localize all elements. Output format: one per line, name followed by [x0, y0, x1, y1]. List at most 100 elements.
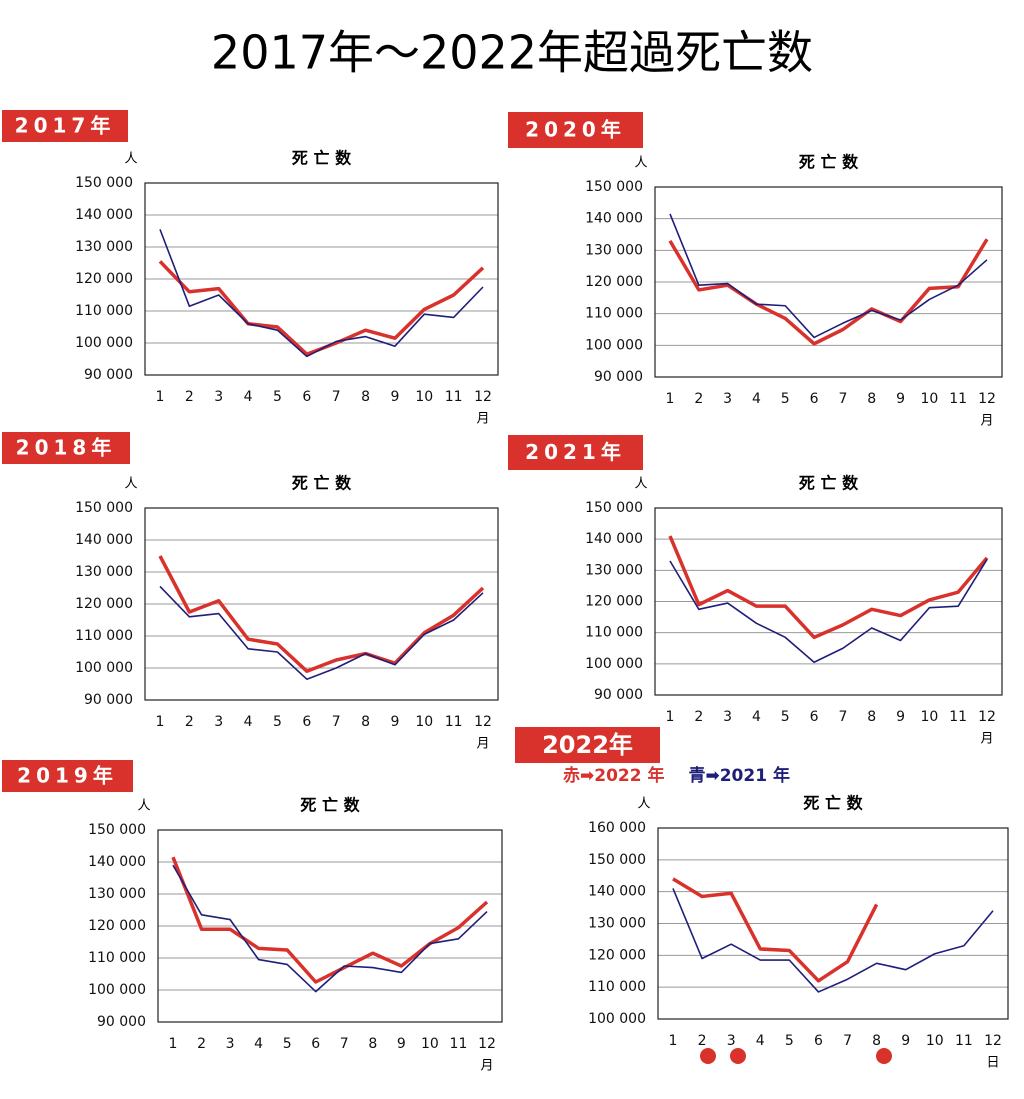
y-tick-label: 90 000 — [594, 687, 643, 703]
y-tick-label: 110 000 — [585, 306, 643, 322]
series-line — [172, 864, 488, 993]
x-tick-label: 6 — [302, 714, 311, 730]
x-tick-label: 8 — [867, 709, 876, 725]
x-tick-label: 9 — [397, 1036, 406, 1052]
x-tick-label: 11 — [445, 389, 463, 405]
plot-frame — [144, 182, 499, 376]
x-tick-label: 7 — [332, 389, 341, 405]
x-tick-label: 3 — [214, 714, 223, 730]
panel-label: 2022年 — [542, 731, 633, 759]
legend-entry: 赤➡2022 年 — [563, 765, 664, 786]
x-tick-label: 12 — [478, 1036, 496, 1052]
y-unit: 人 — [137, 799, 150, 814]
x-tick-label: 10 — [415, 389, 433, 405]
series-line — [159, 229, 484, 358]
x-unit: 月 — [480, 1059, 493, 1074]
x-tick-label: 7 — [838, 709, 847, 725]
y-tick-label: 120 000 — [585, 274, 643, 290]
x-tick-label: 12 — [984, 1033, 1002, 1049]
x-unit: 月 — [476, 737, 489, 752]
x-tick-label: 8 — [867, 391, 876, 407]
x-tick-label: 6 — [311, 1036, 320, 1052]
x-tick-label: 11 — [450, 1036, 468, 1052]
series-line — [669, 559, 988, 664]
y-tick-label: 100 000 — [585, 337, 643, 353]
x-tick-label: 1 — [666, 709, 675, 725]
series-line — [158, 260, 485, 356]
series-line — [672, 877, 879, 983]
x-tick-label: 4 — [752, 391, 761, 407]
y-tick-label: 90 000 — [97, 1014, 146, 1030]
x-tick-label: 10 — [920, 709, 938, 725]
y-tick-label: 140 000 — [585, 211, 643, 227]
x-tick-label: 5 — [781, 709, 790, 725]
x-tick-label: 2 — [197, 1036, 206, 1052]
y-tick-label: 100 000 — [585, 656, 643, 672]
plot-frame — [654, 186, 1003, 378]
x-tick-label: 2 — [698, 1033, 707, 1049]
x-tick-label: 5 — [273, 714, 282, 730]
panel-badge — [508, 112, 643, 148]
x-tick-label: 2 — [185, 389, 194, 405]
y-tick-label: 110 000 — [585, 625, 643, 641]
x-tick-label: 1 — [156, 389, 165, 405]
x-tick-label: 10 — [920, 391, 938, 407]
x-tick-label: 1 — [669, 1033, 678, 1049]
x-tick-label: 5 — [273, 389, 282, 405]
highlight-dot — [700, 1048, 716, 1064]
plot-frame — [657, 827, 1009, 1020]
x-tick-label: 12 — [978, 391, 996, 407]
x-tick-label: 11 — [949, 391, 967, 407]
y-unit: 人 — [634, 477, 647, 492]
y-tick-label: 130 000 — [585, 562, 643, 578]
series-line — [672, 888, 994, 993]
panel-label: 2017年 — [15, 114, 116, 138]
highlight-dot — [730, 1048, 746, 1064]
y-tick-label: 110 000 — [75, 303, 133, 319]
x-unit: 月 — [980, 732, 993, 747]
plot-frame — [157, 829, 503, 1023]
x-tick-label: 6 — [814, 1033, 823, 1049]
x-tick-label: 10 — [926, 1033, 944, 1049]
y-tick-label: 160 000 — [588, 820, 646, 836]
page-title: 2017年～2022年超過死亡数 — [211, 26, 813, 80]
x-unit: 月 — [476, 412, 489, 427]
x-tick-label: 10 — [415, 714, 433, 730]
y-tick-label: 150 000 — [88, 822, 146, 838]
series-line — [668, 535, 989, 640]
x-tick-label: 6 — [810, 391, 819, 407]
y-unit: 人 — [124, 477, 137, 492]
y-unit: 人 — [124, 152, 137, 167]
panel-label: 2019年 — [17, 764, 118, 788]
x-tick-label: 5 — [781, 391, 790, 407]
x-tick-label: 8 — [361, 714, 370, 730]
y-tick-label: 140 000 — [88, 854, 146, 870]
series-line — [171, 856, 489, 984]
x-unit: 月 — [980, 414, 993, 429]
plot-frame — [144, 507, 499, 701]
x-tick-label: 7 — [838, 391, 847, 407]
chart-title: 死 亡 数 — [292, 474, 352, 493]
y-tick-label: 120 000 — [75, 596, 133, 612]
y-tick-label: 120 000 — [88, 918, 146, 934]
x-tick-label: 1 — [169, 1036, 178, 1052]
y-unit: 人 — [634, 156, 647, 171]
y-tick-label: 100 000 — [88, 982, 146, 998]
x-tick-label: 12 — [474, 389, 492, 405]
x-tick-label: 6 — [302, 389, 311, 405]
x-tick-label: 4 — [752, 709, 761, 725]
x-tick-label: 9 — [390, 389, 399, 405]
y-tick-label: 130 000 — [75, 564, 133, 580]
x-tick-label: 4 — [254, 1036, 263, 1052]
y-tick-label: 150 000 — [75, 175, 133, 191]
x-tick-label: 11 — [955, 1033, 973, 1049]
x-tick-label: 3 — [723, 709, 732, 725]
series-line — [158, 555, 485, 673]
plot-frame — [654, 507, 1003, 696]
x-tick-label: 2 — [694, 391, 703, 407]
x-tick-label: 4 — [756, 1033, 765, 1049]
y-tick-label: 90 000 — [84, 367, 133, 383]
series-line — [669, 213, 988, 339]
chart-title: 死 亡 数 — [799, 474, 859, 493]
